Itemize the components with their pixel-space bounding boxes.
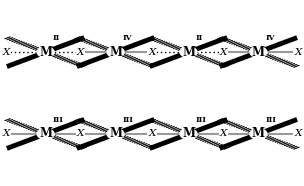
Text: III: III xyxy=(195,116,206,124)
Text: II: II xyxy=(195,34,202,42)
Text: X: X xyxy=(148,48,156,57)
Circle shape xyxy=(37,47,54,57)
Text: M: M xyxy=(182,127,195,140)
Text: X: X xyxy=(77,48,84,57)
Text: X: X xyxy=(2,129,10,138)
Text: X: X xyxy=(220,129,227,138)
Text: M: M xyxy=(182,46,195,59)
Text: X: X xyxy=(77,129,84,138)
Text: IV: IV xyxy=(122,34,132,42)
Text: M: M xyxy=(252,46,265,59)
Text: X: X xyxy=(148,129,156,138)
Circle shape xyxy=(180,129,197,139)
Text: III: III xyxy=(265,116,276,124)
Circle shape xyxy=(107,129,124,139)
Circle shape xyxy=(250,47,267,57)
Text: M: M xyxy=(39,46,52,59)
Text: M: M xyxy=(109,127,122,140)
Circle shape xyxy=(250,129,267,139)
Text: M: M xyxy=(109,46,122,59)
Circle shape xyxy=(180,47,197,57)
Text: X: X xyxy=(294,48,302,57)
Text: X: X xyxy=(220,48,227,57)
Text: M: M xyxy=(39,127,52,140)
Text: M: M xyxy=(252,127,265,140)
Text: III: III xyxy=(52,116,63,124)
Text: II: II xyxy=(52,34,60,42)
Circle shape xyxy=(107,47,124,57)
Text: III: III xyxy=(122,116,133,124)
Text: X: X xyxy=(294,129,302,138)
Text: X: X xyxy=(2,48,10,57)
Circle shape xyxy=(37,129,54,139)
Text: IV: IV xyxy=(265,34,275,42)
